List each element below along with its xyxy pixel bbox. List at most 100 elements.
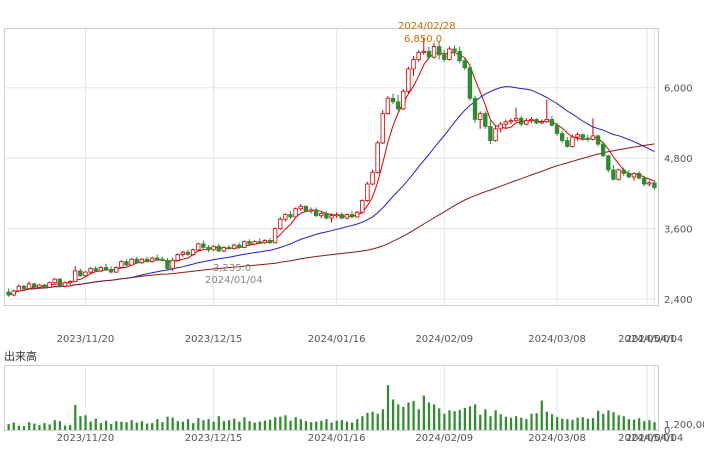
candle-body [16, 285, 22, 292]
volume-bar [581, 417, 584, 430]
volume-bar [392, 399, 395, 430]
volume-bar [274, 417, 277, 430]
price-x-tick-label: 2024/05/01 [618, 334, 676, 345]
volume-panel-frame [4, 365, 659, 431]
volume-bar [304, 421, 308, 430]
candle-body [211, 245, 216, 251]
candle [57, 277, 63, 288]
volume-bar [376, 413, 379, 430]
volume-bar [140, 421, 144, 430]
candle-body [539, 121, 544, 124]
volume-bar [12, 422, 15, 430]
volume-bar [120, 421, 123, 430]
volume-bar [453, 411, 456, 430]
volume-bar [22, 426, 26, 430]
volume-bar [617, 415, 620, 430]
volume-bar [63, 425, 67, 430]
volume-bar [433, 404, 436, 430]
price-y-tick-label: 2,400 [664, 295, 693, 306]
candle [201, 240, 206, 249]
candle-body [160, 258, 165, 261]
candle-body [375, 142, 380, 173]
candle [626, 169, 632, 179]
candle-body [298, 205, 303, 210]
candle [406, 66, 411, 94]
candle [565, 137, 570, 148]
candle [231, 243, 237, 250]
candle-body [288, 214, 293, 218]
volume-bar [443, 413, 446, 430]
volume-bar [509, 417, 513, 430]
candle-body [447, 48, 452, 60]
volume-x-tick-label: 2024/05/01 [618, 433, 676, 444]
volume-bar [69, 425, 72, 430]
candle-body [426, 50, 432, 58]
price-x-tick-label: 2023/11/20 [57, 334, 115, 345]
candle-body [242, 241, 247, 248]
volume-bar [427, 402, 431, 430]
volume-bar [202, 420, 205, 430]
volume-bar [299, 419, 302, 430]
candle [26, 281, 32, 290]
volume-bar [253, 422, 256, 430]
candle [600, 141, 606, 158]
volume-bar [38, 425, 41, 430]
volume-bar [294, 417, 297, 430]
candle [452, 45, 457, 57]
candle-body [108, 269, 114, 273]
candle [385, 95, 391, 115]
candle-body [385, 97, 391, 114]
candle-body [57, 278, 63, 287]
candle [621, 167, 626, 176]
candle-body [626, 173, 632, 178]
candle [155, 254, 160, 261]
candle-body [324, 212, 329, 219]
volume-bar [258, 421, 261, 430]
candle-body [477, 113, 483, 120]
candle-body [26, 283, 32, 289]
candle-body [180, 251, 186, 255]
candle [457, 46, 462, 64]
candle-body [600, 143, 606, 157]
volume-bar [653, 422, 656, 430]
candle-body [216, 245, 221, 252]
candle-body [21, 285, 27, 289]
volume-bar [325, 419, 328, 430]
candle [267, 238, 273, 244]
candle-body [616, 169, 621, 180]
candle [395, 94, 401, 112]
candle-body [247, 241, 252, 245]
volume-bar [386, 385, 390, 430]
candle [257, 238, 262, 244]
volume-bar [79, 416, 82, 430]
volume-bar [597, 410, 600, 430]
volume-bar [561, 418, 564, 430]
candle-body [493, 128, 498, 141]
candle [503, 119, 508, 129]
volume-bar [345, 421, 349, 430]
volume-bar [499, 414, 502, 430]
volume-bar [74, 404, 77, 430]
volume-x-tick-label: 2024/04/04 [626, 433, 684, 444]
candle-body [595, 135, 601, 145]
candle-body [257, 241, 262, 244]
candle-body [406, 68, 411, 92]
candle-body [98, 267, 104, 272]
candle-body [319, 212, 324, 217]
candle-body [175, 254, 180, 261]
candle [493, 125, 498, 142]
candle-body [329, 215, 334, 219]
candle-body [334, 214, 339, 217]
volume-bar [648, 420, 651, 430]
volume-x-tick-label: 2024/03/08 [528, 433, 586, 444]
volume-bar [284, 415, 287, 430]
candle-body [641, 177, 647, 185]
candle-body [144, 258, 150, 262]
volume-bar [607, 410, 610, 430]
volume-bar [104, 420, 108, 430]
candle [185, 249, 191, 256]
volume-bar [89, 421, 92, 430]
volume-bar [351, 422, 354, 430]
price-grid [6, 29, 657, 305]
candle-body [652, 182, 657, 188]
